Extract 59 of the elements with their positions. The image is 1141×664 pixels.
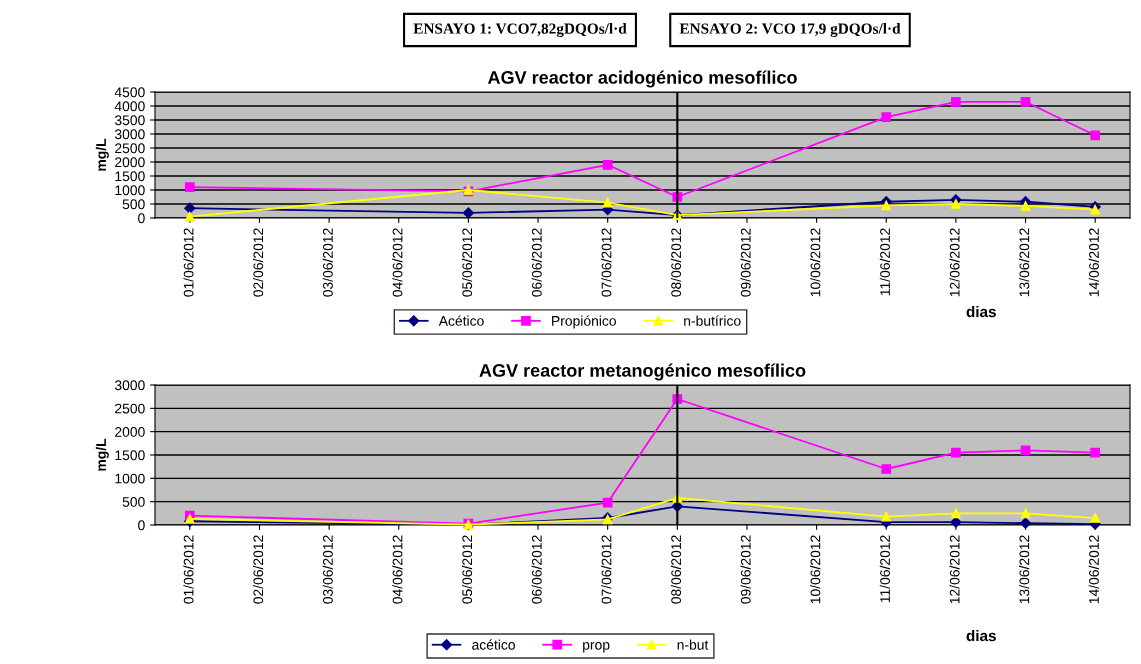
chart-title: AGV reactor metanogénico mesofílico [479, 363, 806, 381]
x-tick-label: 07/06/2012 [601, 535, 612, 604]
x-tick-label: 13/06/2012 [1019, 535, 1030, 604]
x-tick-label: 03/06/2012 [322, 228, 333, 297]
legend-label: Acético [438, 315, 484, 326]
y-axis-title: mg/L [95, 438, 109, 471]
x-tick-label: 14/06/2012 [1088, 228, 1099, 297]
legend-label: n-butírico [684, 315, 741, 326]
legend-label: n-but [677, 639, 709, 650]
x-tick-label: 05/06/2012 [461, 535, 473, 604]
x-tick-label: 08/06/2012 [670, 535, 682, 604]
x-tick-label: 14/06/2012 [1088, 535, 1099, 604]
x-tick-label: 09/06/2012 [740, 535, 751, 604]
y-tick-label: 1500 [115, 450, 145, 461]
y-tick-label: 0 [138, 213, 145, 224]
y-tick-label: 500 [122, 497, 145, 507]
y-tick-label: 4000 [114, 101, 145, 112]
y-tick-label: 1000 [115, 185, 145, 196]
x-tick-label: 10/06/2012 [810, 535, 821, 604]
legend-label: Propiónico [552, 315, 616, 329]
y-tick-label: 2000 [115, 157, 145, 168]
chart-title: AGV reactor acidogénico mesofílico [487, 70, 797, 88]
y-tick-label: 1500 [115, 171, 145, 182]
y-tick-label: 0 [138, 520, 145, 531]
x-tick-label: 09/06/2012 [740, 228, 751, 297]
y-tick-label: 1000 [115, 473, 145, 484]
x-tick-label: 01/06/2012 [183, 228, 194, 297]
y-axis-title: mg/L [95, 138, 109, 171]
y-tick-label: 2500 [115, 143, 145, 154]
y-tick-label: 2500 [115, 403, 145, 414]
y-tick-label: 3000 [114, 380, 145, 391]
x-tick-label: 01/06/2012 [183, 535, 194, 604]
x-tick-label: 04/06/2012 [392, 535, 403, 604]
y-tick-label: 2000 [115, 427, 145, 437]
y-tick-label: 3500 [114, 115, 145, 126]
y-tick-label: 4500 [114, 87, 145, 98]
text: ENSAYO 2: VCO 17,9 gDQOs/l·d [679, 23, 901, 37]
x-tick-label: 10/06/2012 [810, 228, 821, 297]
text: ENSAYO 1: VCO7,82gDQOs/l·d [413, 23, 627, 37]
x-tick-label: 12/06/2012 [949, 228, 960, 297]
y-tick-label: 3000 [114, 129, 145, 140]
x-tick-label: 04/06/2012 [392, 228, 403, 297]
x-tick-label: 13/06/2012 [1019, 228, 1030, 297]
x-axis-title: dias [966, 629, 996, 642]
x-tick-label: 12/06/2012 [949, 535, 960, 604]
x-tick-label: 02/06/2012 [252, 228, 264, 297]
x-tick-label: 07/06/2012 [601, 228, 612, 297]
x-tick-label: 02/06/2012 [252, 535, 264, 604]
x-tick-label: 03/06/2012 [322, 535, 333, 604]
x-tick-label: 11/06/2012 [879, 228, 890, 296]
legend-label: prop [583, 642, 610, 653]
y-tick-label: 500 [122, 199, 145, 210]
x-tick-label: 06/06/2012 [531, 228, 542, 297]
x-tick-label: 06/06/2012 [531, 535, 542, 604]
legend-label: acético [472, 639, 515, 650]
x-tick-label: 08/06/2012 [670, 228, 682, 297]
x-tick-label: 11/06/2012 [879, 535, 890, 603]
x-axis-title: dias [966, 305, 996, 318]
x-tick-label: 05/06/2012 [461, 228, 473, 297]
